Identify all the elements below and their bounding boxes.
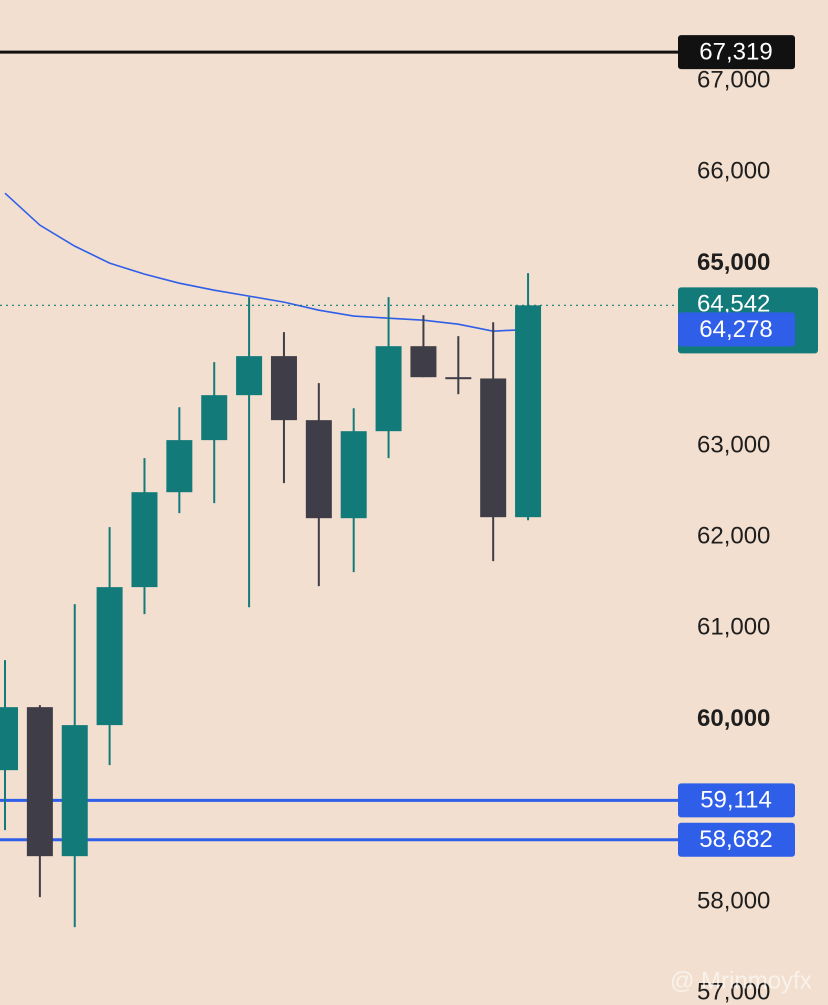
candle-body: [236, 356, 263, 396]
candle-body: [61, 725, 88, 857]
price-label-box: [678, 822, 795, 857]
candle-body: [0, 707, 18, 771]
candle-body: [201, 395, 228, 441]
y-tick-label: 65,000: [697, 249, 770, 276]
price-label: 58,682: [699, 826, 772, 853]
y-tick-label: 58,000: [697, 887, 770, 914]
candle-body: [410, 346, 437, 378]
price-label: 67,319: [699, 38, 772, 65]
y-tick-label: 67,000: [697, 67, 770, 94]
candle-body: [96, 587, 123, 726]
candle-body: [270, 356, 297, 421]
candle-body: [445, 377, 472, 380]
candle-body: [305, 420, 332, 519]
y-tick-label: 63,000: [697, 431, 770, 458]
candle-body: [515, 305, 542, 518]
candle-body: [26, 707, 53, 857]
candle-body: [131, 492, 158, 588]
price-label: 59,114: [700, 787, 772, 814]
candle-body: [375, 346, 402, 432]
y-tick-label: 66,000: [697, 158, 770, 185]
ma-label-box: [678, 312, 795, 347]
watermark: @ Mrinmoyfx: [670, 967, 812, 994]
candle-body: [480, 378, 507, 518]
moving-average: [4, 192, 529, 332]
y-tick-label: 57,000: [697, 978, 770, 1005]
y-tick-label: 60,000: [697, 705, 770, 732]
y-tick-label: 61,000: [697, 614, 770, 641]
price-label-box: [678, 35, 795, 70]
candle-body: [340, 431, 367, 519]
candle-body: [166, 440, 193, 493]
price-label-box: [678, 783, 795, 818]
ma-label: 64,278: [699, 316, 772, 343]
y-tick-label: 62,000: [697, 522, 770, 549]
